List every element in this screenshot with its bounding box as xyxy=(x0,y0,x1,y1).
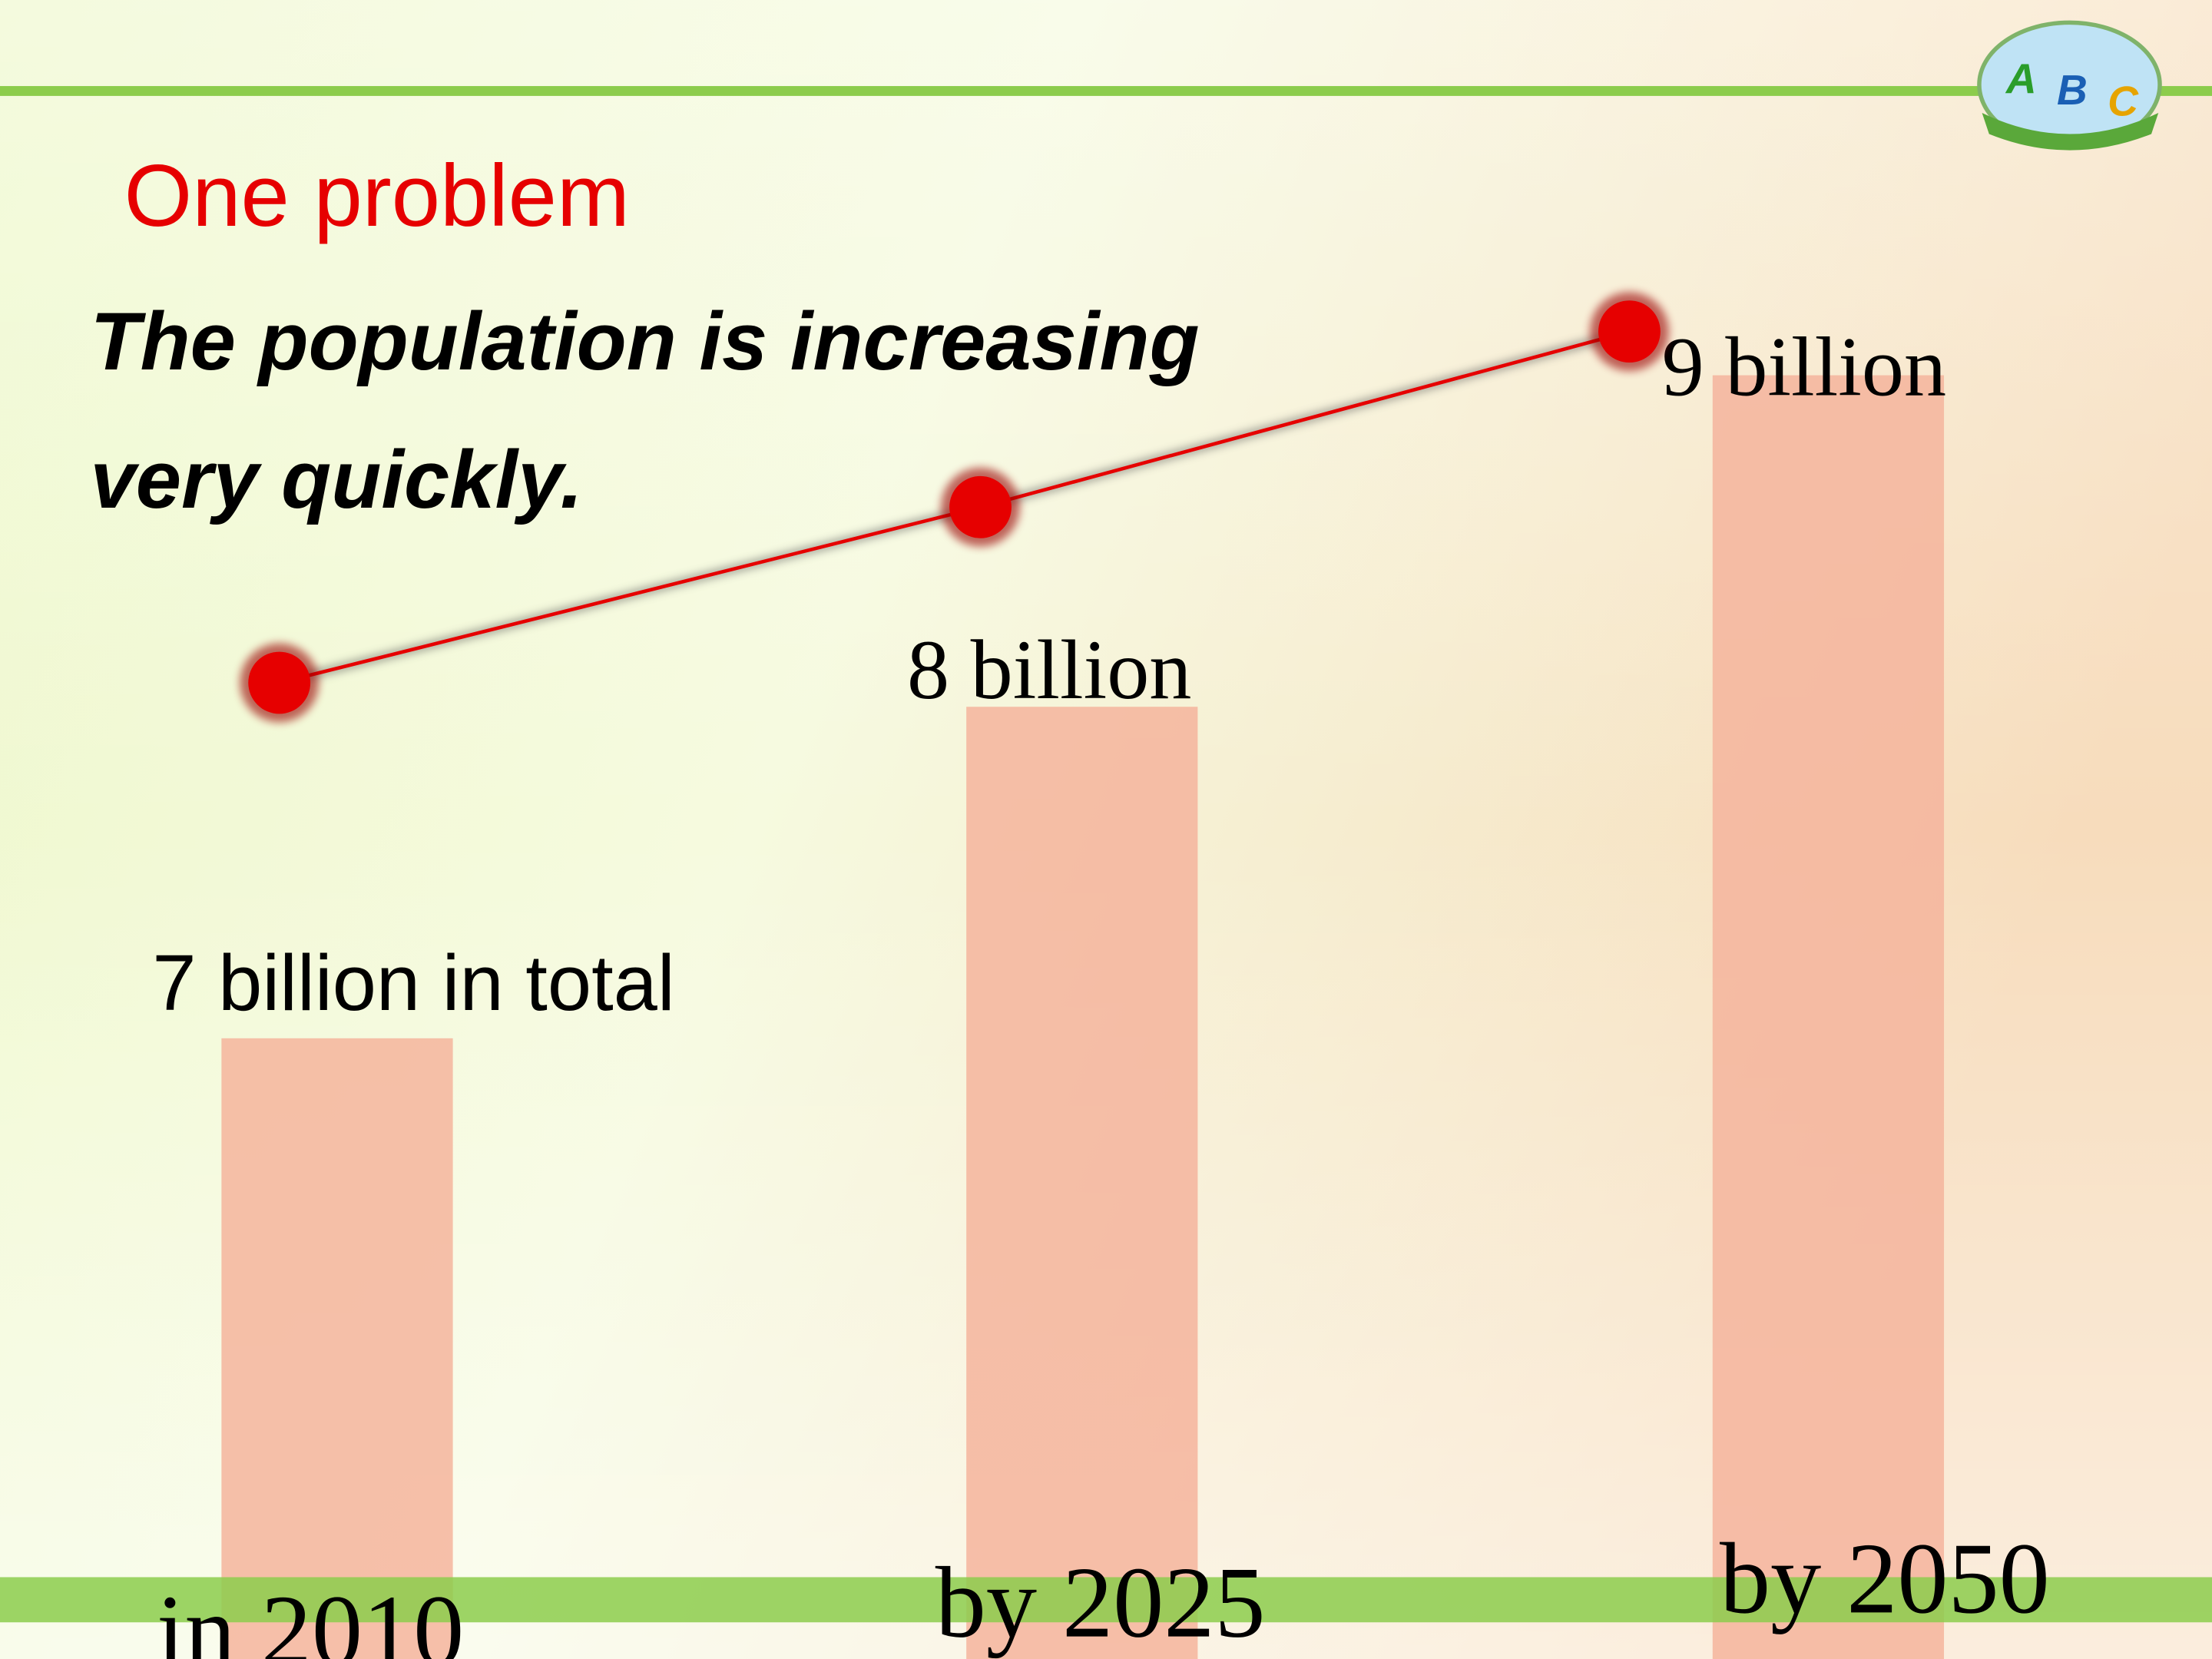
logo-letter: B xyxy=(2057,66,2088,114)
subtitle-line: very quickly. xyxy=(91,434,583,525)
value-label: 9 billion xyxy=(1662,320,1946,413)
category-label: by 2025 xyxy=(935,1546,1266,1659)
trend-dot xyxy=(1598,300,1661,363)
top-band xyxy=(0,86,2212,96)
title: One problem xyxy=(124,147,630,245)
bottom-band xyxy=(0,1577,2212,1623)
value-label: 7 billion in total xyxy=(152,939,674,1027)
bar xyxy=(221,1038,453,1659)
subtitle-line: The population is increasing xyxy=(91,296,1200,387)
category-label: in 2010 xyxy=(157,1574,464,1659)
category-label: by 2050 xyxy=(1720,1522,2050,1634)
trend-dot xyxy=(248,651,311,714)
bar xyxy=(966,707,1198,1659)
trend-dot xyxy=(949,475,1012,538)
value-label: 8 billion xyxy=(907,623,1191,717)
logo-letter: A xyxy=(2005,55,2037,102)
bar xyxy=(1712,375,1945,1659)
logo-letter: C xyxy=(2108,78,2139,125)
